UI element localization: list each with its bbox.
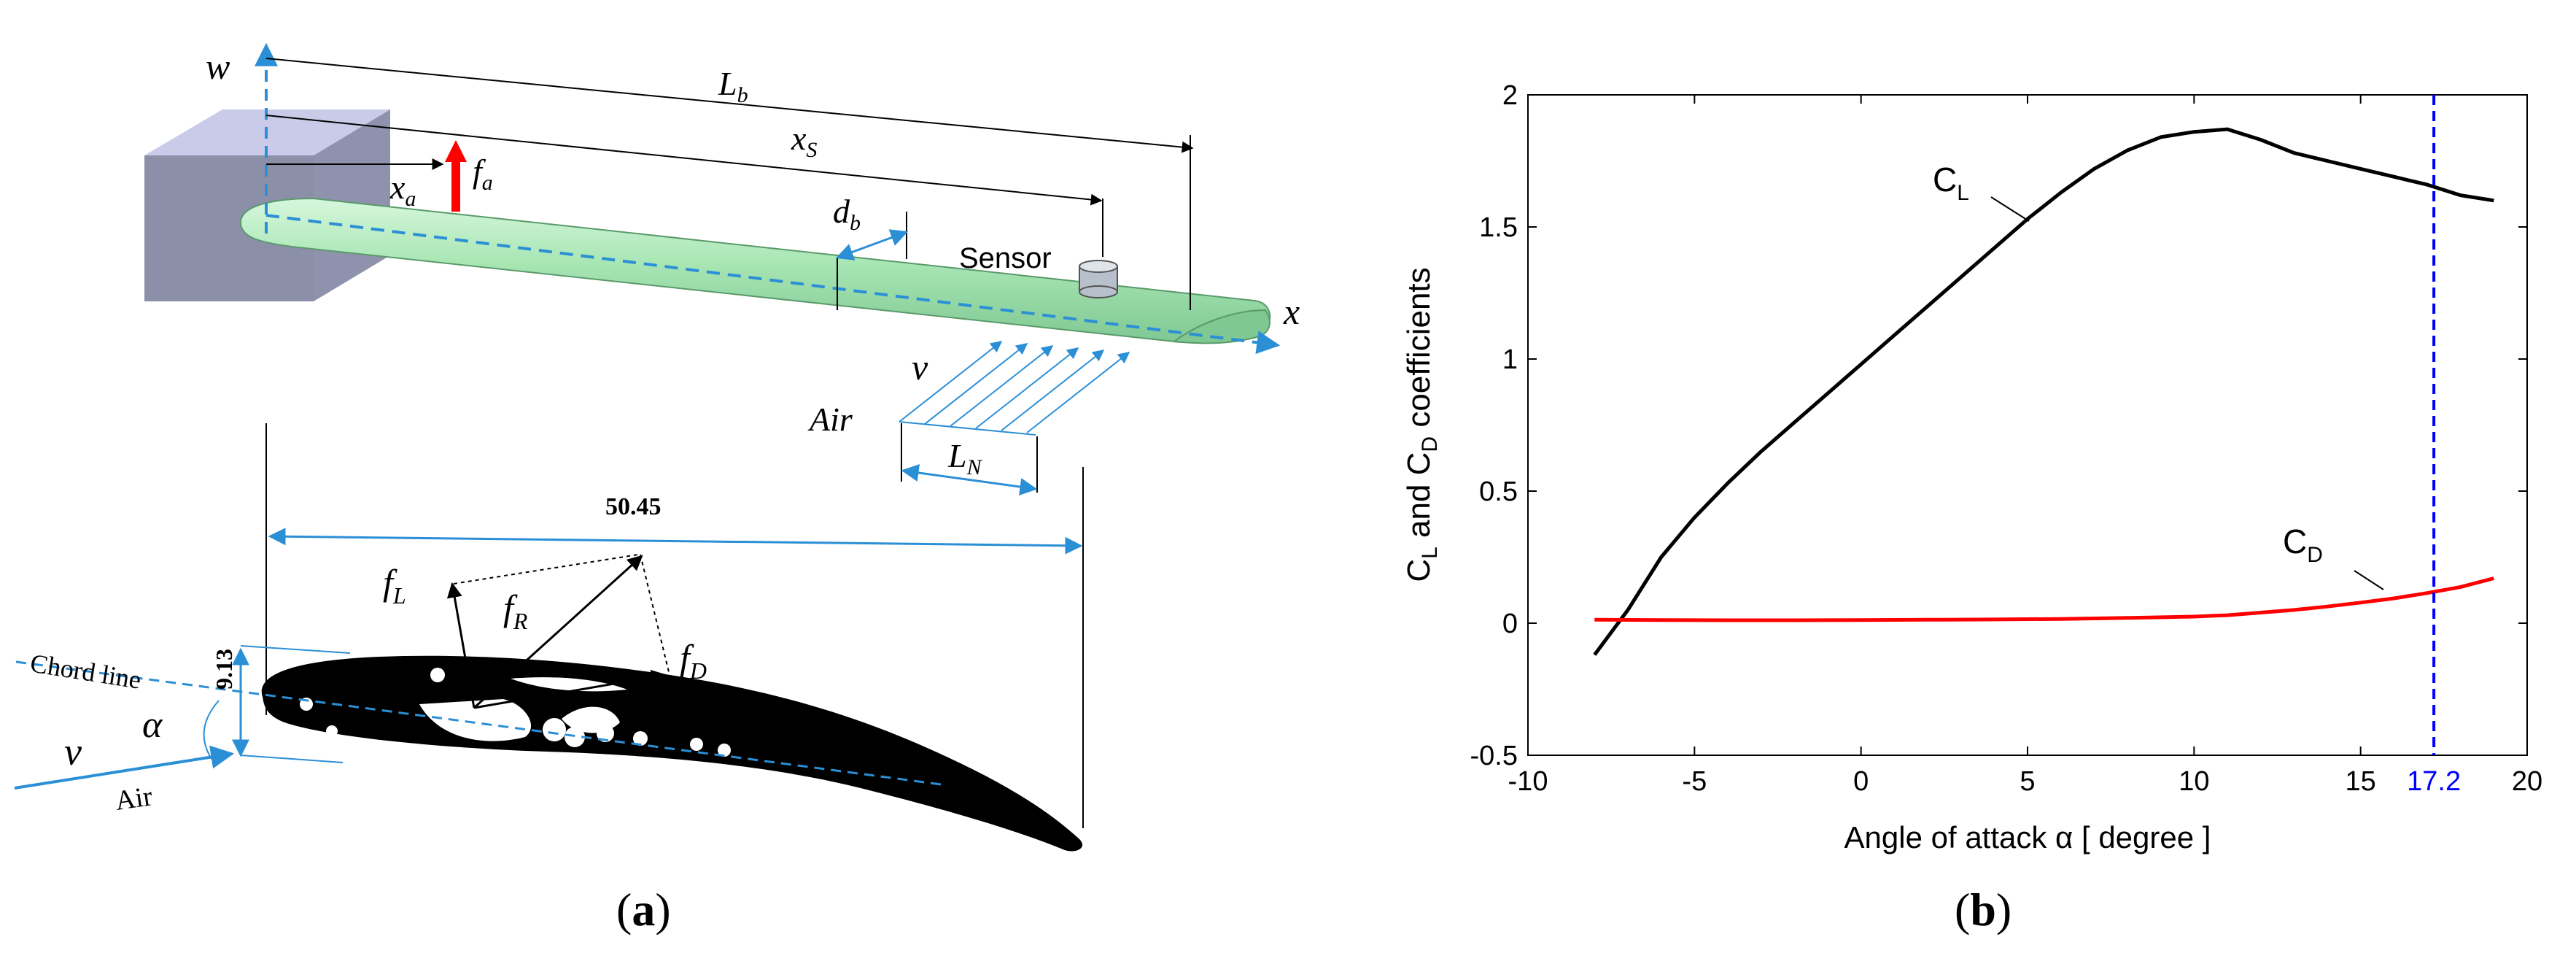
- beam-air-label: Air: [807, 401, 853, 438]
- y-tick-label: 0.5: [1479, 476, 1518, 507]
- x-tick-label: -5: [1682, 766, 1707, 797]
- force-parallelogram-top: [453, 554, 639, 584]
- y-tick-label: 2: [1502, 80, 1518, 111]
- y-tick-label: 0: [1502, 609, 1518, 639]
- beam-diagram: w x Lb xS xa fa db Sensor: [144, 42, 1300, 495]
- fl-vector: [446, 582, 476, 709]
- chord-dimension-arrow: [268, 528, 1083, 555]
- y-tick-label: 1: [1502, 344, 1518, 375]
- db-dimension-arrow: [835, 229, 909, 261]
- xa-label: xa: [389, 169, 416, 211]
- plot-frame: [1527, 94, 2528, 756]
- beam-v-label: v: [912, 347, 928, 387]
- angle-marker: 17.2: [2407, 95, 2461, 797]
- airfoil-v-label: v: [64, 730, 82, 773]
- xs-label: xS: [791, 120, 817, 162]
- db-label: db: [833, 193, 861, 235]
- ln-dimension-arrow: [901, 464, 1038, 495]
- cd-leader-line: [2354, 570, 2384, 590]
- alpha-label: α: [142, 704, 163, 746]
- x-tick-label: -10: [1508, 766, 1548, 797]
- fr-vector: [473, 555, 643, 709]
- x-tick-label: 0: [1853, 766, 1869, 797]
- xs-dimension-line: [265, 115, 1103, 206]
- ln-label: LN: [947, 437, 983, 479]
- fl-label: fL: [383, 562, 406, 609]
- panel-b-caption: (b): [1955, 884, 2011, 935]
- cd-series-label: CD: [2283, 522, 2323, 567]
- chord-line: [15, 660, 942, 786]
- coefficient-chart: -10 -5 0 5 10 15 20 -0.5 0 0.5 1 1.5 2 17.2 Angle of…: [1401, 80, 2542, 854]
- lb-dimension-line: [265, 58, 1194, 153]
- x-tick-label: 15: [2346, 766, 2376, 797]
- chart-series: [1593, 127, 2494, 656]
- w-axis-label: w: [206, 46, 230, 87]
- panel-a-caption: (a): [616, 884, 671, 935]
- cl-leader-line: [1990, 196, 2030, 222]
- airfoil-diagram: 50.45 Chord line: [14, 423, 1084, 852]
- axis-ticks: -10 -5 0 5 10 15 20 -0.5 0 0.5 1 1.5 2: [1470, 80, 2543, 797]
- fa-force-arrowhead: [445, 140, 467, 162]
- incoming-flow-arrow: [14, 745, 235, 790]
- chord-dimension-label: 50.45: [605, 493, 662, 520]
- x-axis: [265, 214, 1281, 355]
- fd-vector: [473, 669, 667, 709]
- cl-series-label: CL: [1933, 161, 1969, 205]
- chord-line-label: Chord line: [28, 648, 143, 694]
- lb-label: Lb: [718, 65, 748, 107]
- airfoil-air-label: Air: [113, 781, 154, 817]
- marker-label: 17.2: [2407, 766, 2461, 797]
- x-tick-label: 5: [2020, 766, 2035, 797]
- series-line-c-d: [1594, 576, 2494, 622]
- sensor-icon: [1079, 260, 1118, 298]
- x-tick-label: 10: [2179, 766, 2209, 797]
- y-tick-label: -0.5: [1470, 741, 1518, 771]
- force-parallelogram-right: [640, 554, 670, 676]
- thickness-bottom-extension: [240, 755, 344, 763]
- thickness-dimension-label: 9.13: [211, 649, 237, 690]
- air-flow-arrows: [899, 341, 1130, 436]
- fd-label: fD: [680, 637, 707, 684]
- y-tick-label: 1.5: [1479, 212, 1518, 243]
- sensor-label: Sensor: [959, 242, 1052, 274]
- series-line-c-l: [1593, 127, 2494, 656]
- x-tick-label: 20: [2512, 766, 2542, 797]
- alpha-arc: [203, 700, 220, 760]
- thickness-top-extension: [240, 645, 351, 654]
- x-axis-title: Angle of attack α [ degree ]: [1844, 820, 2211, 854]
- x-axis-label: x: [1283, 291, 1300, 332]
- airfoil-profile: [261, 655, 1083, 852]
- y-axis-title: CL and CD coefficients: [1401, 267, 1442, 582]
- fa-label: fa: [473, 153, 493, 195]
- fr-label: fR: [503, 587, 528, 634]
